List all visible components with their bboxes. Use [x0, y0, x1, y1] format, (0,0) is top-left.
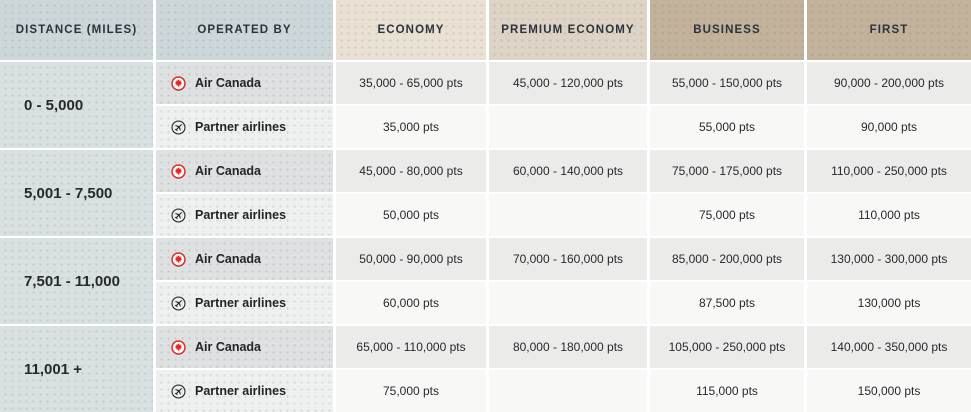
column-header-business: BUSINESS — [650, 0, 804, 60]
cell-business: 75,000 pts — [650, 194, 804, 236]
operator-label: Partner airlines — [195, 384, 287, 398]
distance-band-label: 5,001 - 7,500 — [0, 150, 153, 236]
cell-economy: 75,000 pts — [336, 370, 486, 412]
distance-band-label: 11,001 + — [0, 326, 153, 412]
cell-premium-economy: 80,000 - 180,000 pts — [489, 326, 647, 368]
column-header-operated-by: OPERATED BY — [156, 0, 333, 60]
operator-label: Air Canada — [195, 164, 261, 178]
cell-business: 75,000 - 175,000 pts — [650, 150, 804, 192]
cell-economy: 35,000 pts — [336, 106, 486, 148]
cell-economy: 35,000 - 65,000 pts — [336, 62, 486, 104]
cell-first: 150,000 pts — [807, 370, 971, 412]
column-header-first: FIRST — [807, 0, 971, 60]
operator-label: Partner airlines — [195, 208, 287, 222]
cell-first: 90,000 - 200,000 pts — [807, 62, 971, 104]
air-canada-roundel-icon — [171, 75, 186, 91]
cell-premium-economy — [489, 194, 647, 236]
operator-label: Partner airlines — [195, 120, 287, 134]
cell-premium-economy — [489, 370, 647, 412]
cell-first: 90,000 pts — [807, 106, 971, 148]
air-canada-roundel-icon — [171, 163, 186, 179]
cell-economy: 50,000 - 90,000 pts — [336, 238, 486, 280]
partner-airplane-icon — [171, 119, 186, 135]
cell-premium-economy — [489, 106, 647, 148]
partner-airplane-icon — [171, 295, 186, 311]
operator-air-canada: Air Canada — [156, 238, 333, 280]
cell-economy: 45,000 - 80,000 pts — [336, 150, 486, 192]
cell-business: 85,000 - 200,000 pts — [650, 238, 804, 280]
operator-label: Partner airlines — [195, 296, 287, 310]
operator-partner-airlines: Partner airlines — [156, 194, 333, 236]
cell-economy: 60,000 pts — [336, 282, 486, 324]
cell-premium-economy — [489, 282, 647, 324]
operator-partner-airlines: Partner airlines — [156, 106, 333, 148]
cell-business: 55,000 pts — [650, 106, 804, 148]
operator-air-canada: Air Canada — [156, 62, 333, 104]
distance-band-label: 0 - 5,000 — [0, 62, 153, 148]
partner-airplane-icon — [171, 207, 186, 223]
cell-business: 87,500 pts — [650, 282, 804, 324]
operator-label: Air Canada — [195, 340, 261, 354]
cell-business: 55,000 - 150,000 pts — [650, 62, 804, 104]
cell-business: 115,000 pts — [650, 370, 804, 412]
operator-partner-airlines: Partner airlines — [156, 282, 333, 324]
operator-air-canada: Air Canada — [156, 326, 333, 368]
cell-economy: 50,000 pts — [336, 194, 486, 236]
cell-first: 140,000 - 350,000 pts — [807, 326, 971, 368]
operator-label: Air Canada — [195, 76, 261, 90]
column-header-economy: ECONOMY — [336, 0, 486, 60]
column-header-distance: DISTANCE (MILES) — [0, 0, 153, 60]
cell-economy: 65,000 - 110,000 pts — [336, 326, 486, 368]
partner-airplane-icon — [171, 383, 186, 399]
operator-partner-airlines: Partner airlines — [156, 370, 333, 412]
cell-business: 105,000 - 250,000 pts — [650, 326, 804, 368]
cell-first: 130,000 - 300,000 pts — [807, 238, 971, 280]
cell-premium-economy: 70,000 - 160,000 pts — [489, 238, 647, 280]
cell-premium-economy: 60,000 - 140,000 pts — [489, 150, 647, 192]
distance-band-label: 7,501 - 11,000 — [0, 238, 153, 324]
cell-first: 130,000 pts — [807, 282, 971, 324]
cell-first: 110,000 - 250,000 pts — [807, 150, 971, 192]
cell-premium-economy: 45,000 - 120,000 pts — [489, 62, 647, 104]
air-canada-roundel-icon — [171, 251, 186, 267]
cell-first: 110,000 pts — [807, 194, 971, 236]
column-header-premium-economy: PREMIUM ECONOMY — [489, 0, 647, 60]
operator-label: Air Canada — [195, 252, 261, 266]
operator-air-canada: Air Canada — [156, 150, 333, 192]
air-canada-roundel-icon — [171, 339, 186, 355]
